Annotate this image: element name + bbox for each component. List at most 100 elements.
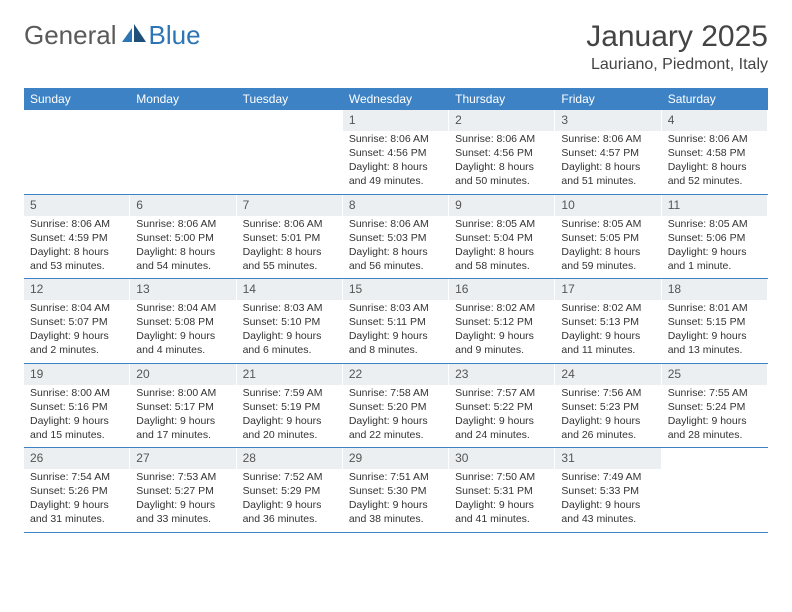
- day-number: 13: [130, 279, 235, 300]
- daylight-line-1: Daylight: 9 hours: [561, 499, 654, 512]
- sunset-line: Sunset: 5:03 PM: [349, 232, 442, 245]
- day-cell: 29Sunrise: 7:51 AMSunset: 5:30 PMDayligh…: [343, 448, 449, 532]
- brand-logo: General Blue: [24, 20, 201, 51]
- day-cell: 17Sunrise: 8:02 AMSunset: 5:13 PMDayligh…: [555, 279, 661, 363]
- day-number: 18: [662, 279, 767, 300]
- sunset-line: Sunset: 5:06 PM: [668, 232, 761, 245]
- day-cell: 20Sunrise: 8:00 AMSunset: 5:17 PMDayligh…: [130, 364, 236, 448]
- daylight-line-1: Daylight: 9 hours: [349, 415, 442, 428]
- sunrise-line: Sunrise: 8:03 AM: [243, 302, 336, 315]
- day-details: Sunrise: 7:56 AMSunset: 5:23 PMDaylight:…: [555, 387, 660, 448]
- day-number: 20: [130, 364, 235, 385]
- sunrise-line: Sunrise: 8:03 AM: [349, 302, 442, 315]
- day-details: Sunrise: 8:06 AMSunset: 5:01 PMDaylight:…: [237, 218, 342, 279]
- day-number: 22: [343, 364, 448, 385]
- brand-part2: Blue: [149, 20, 201, 51]
- sunrise-line: Sunrise: 8:06 AM: [136, 218, 229, 231]
- sunrise-line: Sunrise: 7:59 AM: [243, 387, 336, 400]
- daylight-line-1: Daylight: 9 hours: [243, 330, 336, 343]
- daylight-line-2: and 54 minutes.: [136, 260, 229, 273]
- daylight-line-1: Daylight: 9 hours: [455, 415, 548, 428]
- sunrise-line: Sunrise: 7:55 AM: [668, 387, 761, 400]
- day-cell: 22Sunrise: 7:58 AMSunset: 5:20 PMDayligh…: [343, 364, 449, 448]
- day-number: 4: [662, 110, 767, 131]
- daylight-line-1: Daylight: 9 hours: [668, 246, 761, 259]
- day-number: 30: [449, 448, 554, 469]
- day-details: Sunrise: 7:58 AMSunset: 5:20 PMDaylight:…: [343, 387, 448, 448]
- day-number: 17: [555, 279, 660, 300]
- day-cell: 27Sunrise: 7:53 AMSunset: 5:27 PMDayligh…: [130, 448, 236, 532]
- daylight-line-2: and 38 minutes.: [349, 513, 442, 526]
- day-number: 7: [237, 195, 342, 216]
- week-row: 19Sunrise: 8:00 AMSunset: 5:16 PMDayligh…: [24, 364, 768, 449]
- sunset-line: Sunset: 4:57 PM: [561, 147, 654, 160]
- day-number: 27: [130, 448, 235, 469]
- day-details: Sunrise: 8:05 AMSunset: 5:04 PMDaylight:…: [449, 218, 554, 279]
- daylight-line-2: and 20 minutes.: [243, 429, 336, 442]
- daylight-line-1: Daylight: 9 hours: [349, 330, 442, 343]
- daylight-line-1: Daylight: 9 hours: [30, 330, 123, 343]
- day-cell: 16Sunrise: 8:02 AMSunset: 5:12 PMDayligh…: [449, 279, 555, 363]
- day-header: Wednesday: [343, 88, 449, 110]
- sunset-line: Sunset: 4:59 PM: [30, 232, 123, 245]
- sunset-line: Sunset: 5:30 PM: [349, 485, 442, 498]
- daylight-line-2: and 28 minutes.: [668, 429, 761, 442]
- day-details: Sunrise: 8:03 AMSunset: 5:10 PMDaylight:…: [237, 302, 342, 363]
- sails-icon: [119, 20, 149, 51]
- day-cell: 13Sunrise: 8:04 AMSunset: 5:08 PMDayligh…: [130, 279, 236, 363]
- day-details: Sunrise: 7:49 AMSunset: 5:33 PMDaylight:…: [555, 471, 660, 532]
- daylight-line-2: and 15 minutes.: [30, 429, 123, 442]
- day-details: Sunrise: 7:50 AMSunset: 5:31 PMDaylight:…: [449, 471, 554, 532]
- day-cell: 6Sunrise: 8:06 AMSunset: 5:00 PMDaylight…: [130, 195, 236, 279]
- daylight-line-2: and 33 minutes.: [136, 513, 229, 526]
- day-cell: 3Sunrise: 8:06 AMSunset: 4:57 PMDaylight…: [555, 110, 661, 194]
- sunrise-line: Sunrise: 8:02 AM: [561, 302, 654, 315]
- day-details: Sunrise: 8:01 AMSunset: 5:15 PMDaylight:…: [662, 302, 767, 363]
- day-cell: 10Sunrise: 8:05 AMSunset: 5:05 PMDayligh…: [555, 195, 661, 279]
- day-number: 12: [24, 279, 129, 300]
- day-cell: 24Sunrise: 7:56 AMSunset: 5:23 PMDayligh…: [555, 364, 661, 448]
- sunrise-line: Sunrise: 8:00 AM: [136, 387, 229, 400]
- day-cell: [237, 110, 343, 194]
- daylight-line-2: and 22 minutes.: [349, 429, 442, 442]
- day-header: Sunday: [24, 88, 130, 110]
- daylight-line-2: and 49 minutes.: [349, 175, 442, 188]
- day-number: 25: [662, 364, 767, 385]
- sunset-line: Sunset: 5:23 PM: [561, 401, 654, 414]
- day-details: Sunrise: 7:52 AMSunset: 5:29 PMDaylight:…: [237, 471, 342, 532]
- daylight-line-2: and 6 minutes.: [243, 344, 336, 357]
- daylight-line-2: and 55 minutes.: [243, 260, 336, 273]
- day-cell: 28Sunrise: 7:52 AMSunset: 5:29 PMDayligh…: [237, 448, 343, 532]
- title-block: January 2025 Lauriano, Piedmont, Italy: [586, 20, 768, 74]
- sunrise-line: Sunrise: 8:04 AM: [136, 302, 229, 315]
- sunset-line: Sunset: 5:15 PM: [668, 316, 761, 329]
- day-details: Sunrise: 8:06 AMSunset: 4:56 PMDaylight:…: [343, 133, 448, 194]
- day-details: Sunrise: 8:00 AMSunset: 5:17 PMDaylight:…: [130, 387, 235, 448]
- daylight-line-2: and 31 minutes.: [30, 513, 123, 526]
- sunrise-line: Sunrise: 8:06 AM: [455, 133, 548, 146]
- day-cell: 31Sunrise: 7:49 AMSunset: 5:33 PMDayligh…: [555, 448, 661, 532]
- day-cell: 9Sunrise: 8:05 AMSunset: 5:04 PMDaylight…: [449, 195, 555, 279]
- location-text: Lauriano, Piedmont, Italy: [586, 56, 768, 74]
- daylight-line-1: Daylight: 9 hours: [243, 415, 336, 428]
- sunset-line: Sunset: 5:13 PM: [561, 316, 654, 329]
- day-header: Saturday: [662, 88, 768, 110]
- daylight-line-2: and 24 minutes.: [455, 429, 548, 442]
- day-number: 29: [343, 448, 448, 469]
- day-cell: 5Sunrise: 8:06 AMSunset: 4:59 PMDaylight…: [24, 195, 130, 279]
- sunrise-line: Sunrise: 8:06 AM: [30, 218, 123, 231]
- sunset-line: Sunset: 5:11 PM: [349, 316, 442, 329]
- sunset-line: Sunset: 5:00 PM: [136, 232, 229, 245]
- daylight-line-2: and 43 minutes.: [561, 513, 654, 526]
- sunrise-line: Sunrise: 7:51 AM: [349, 471, 442, 484]
- daylight-line-2: and 1 minute.: [668, 260, 761, 273]
- daylight-line-2: and 9 minutes.: [455, 344, 548, 357]
- daylight-line-2: and 58 minutes.: [455, 260, 548, 273]
- day-details: Sunrise: 8:04 AMSunset: 5:08 PMDaylight:…: [130, 302, 235, 363]
- daylight-line-2: and 53 minutes.: [30, 260, 123, 273]
- day-details: Sunrise: 8:02 AMSunset: 5:13 PMDaylight:…: [555, 302, 660, 363]
- daylight-line-2: and 59 minutes.: [561, 260, 654, 273]
- daylight-line-1: Daylight: 9 hours: [668, 415, 761, 428]
- sunset-line: Sunset: 5:17 PM: [136, 401, 229, 414]
- week-row: 26Sunrise: 7:54 AMSunset: 5:26 PMDayligh…: [24, 448, 768, 533]
